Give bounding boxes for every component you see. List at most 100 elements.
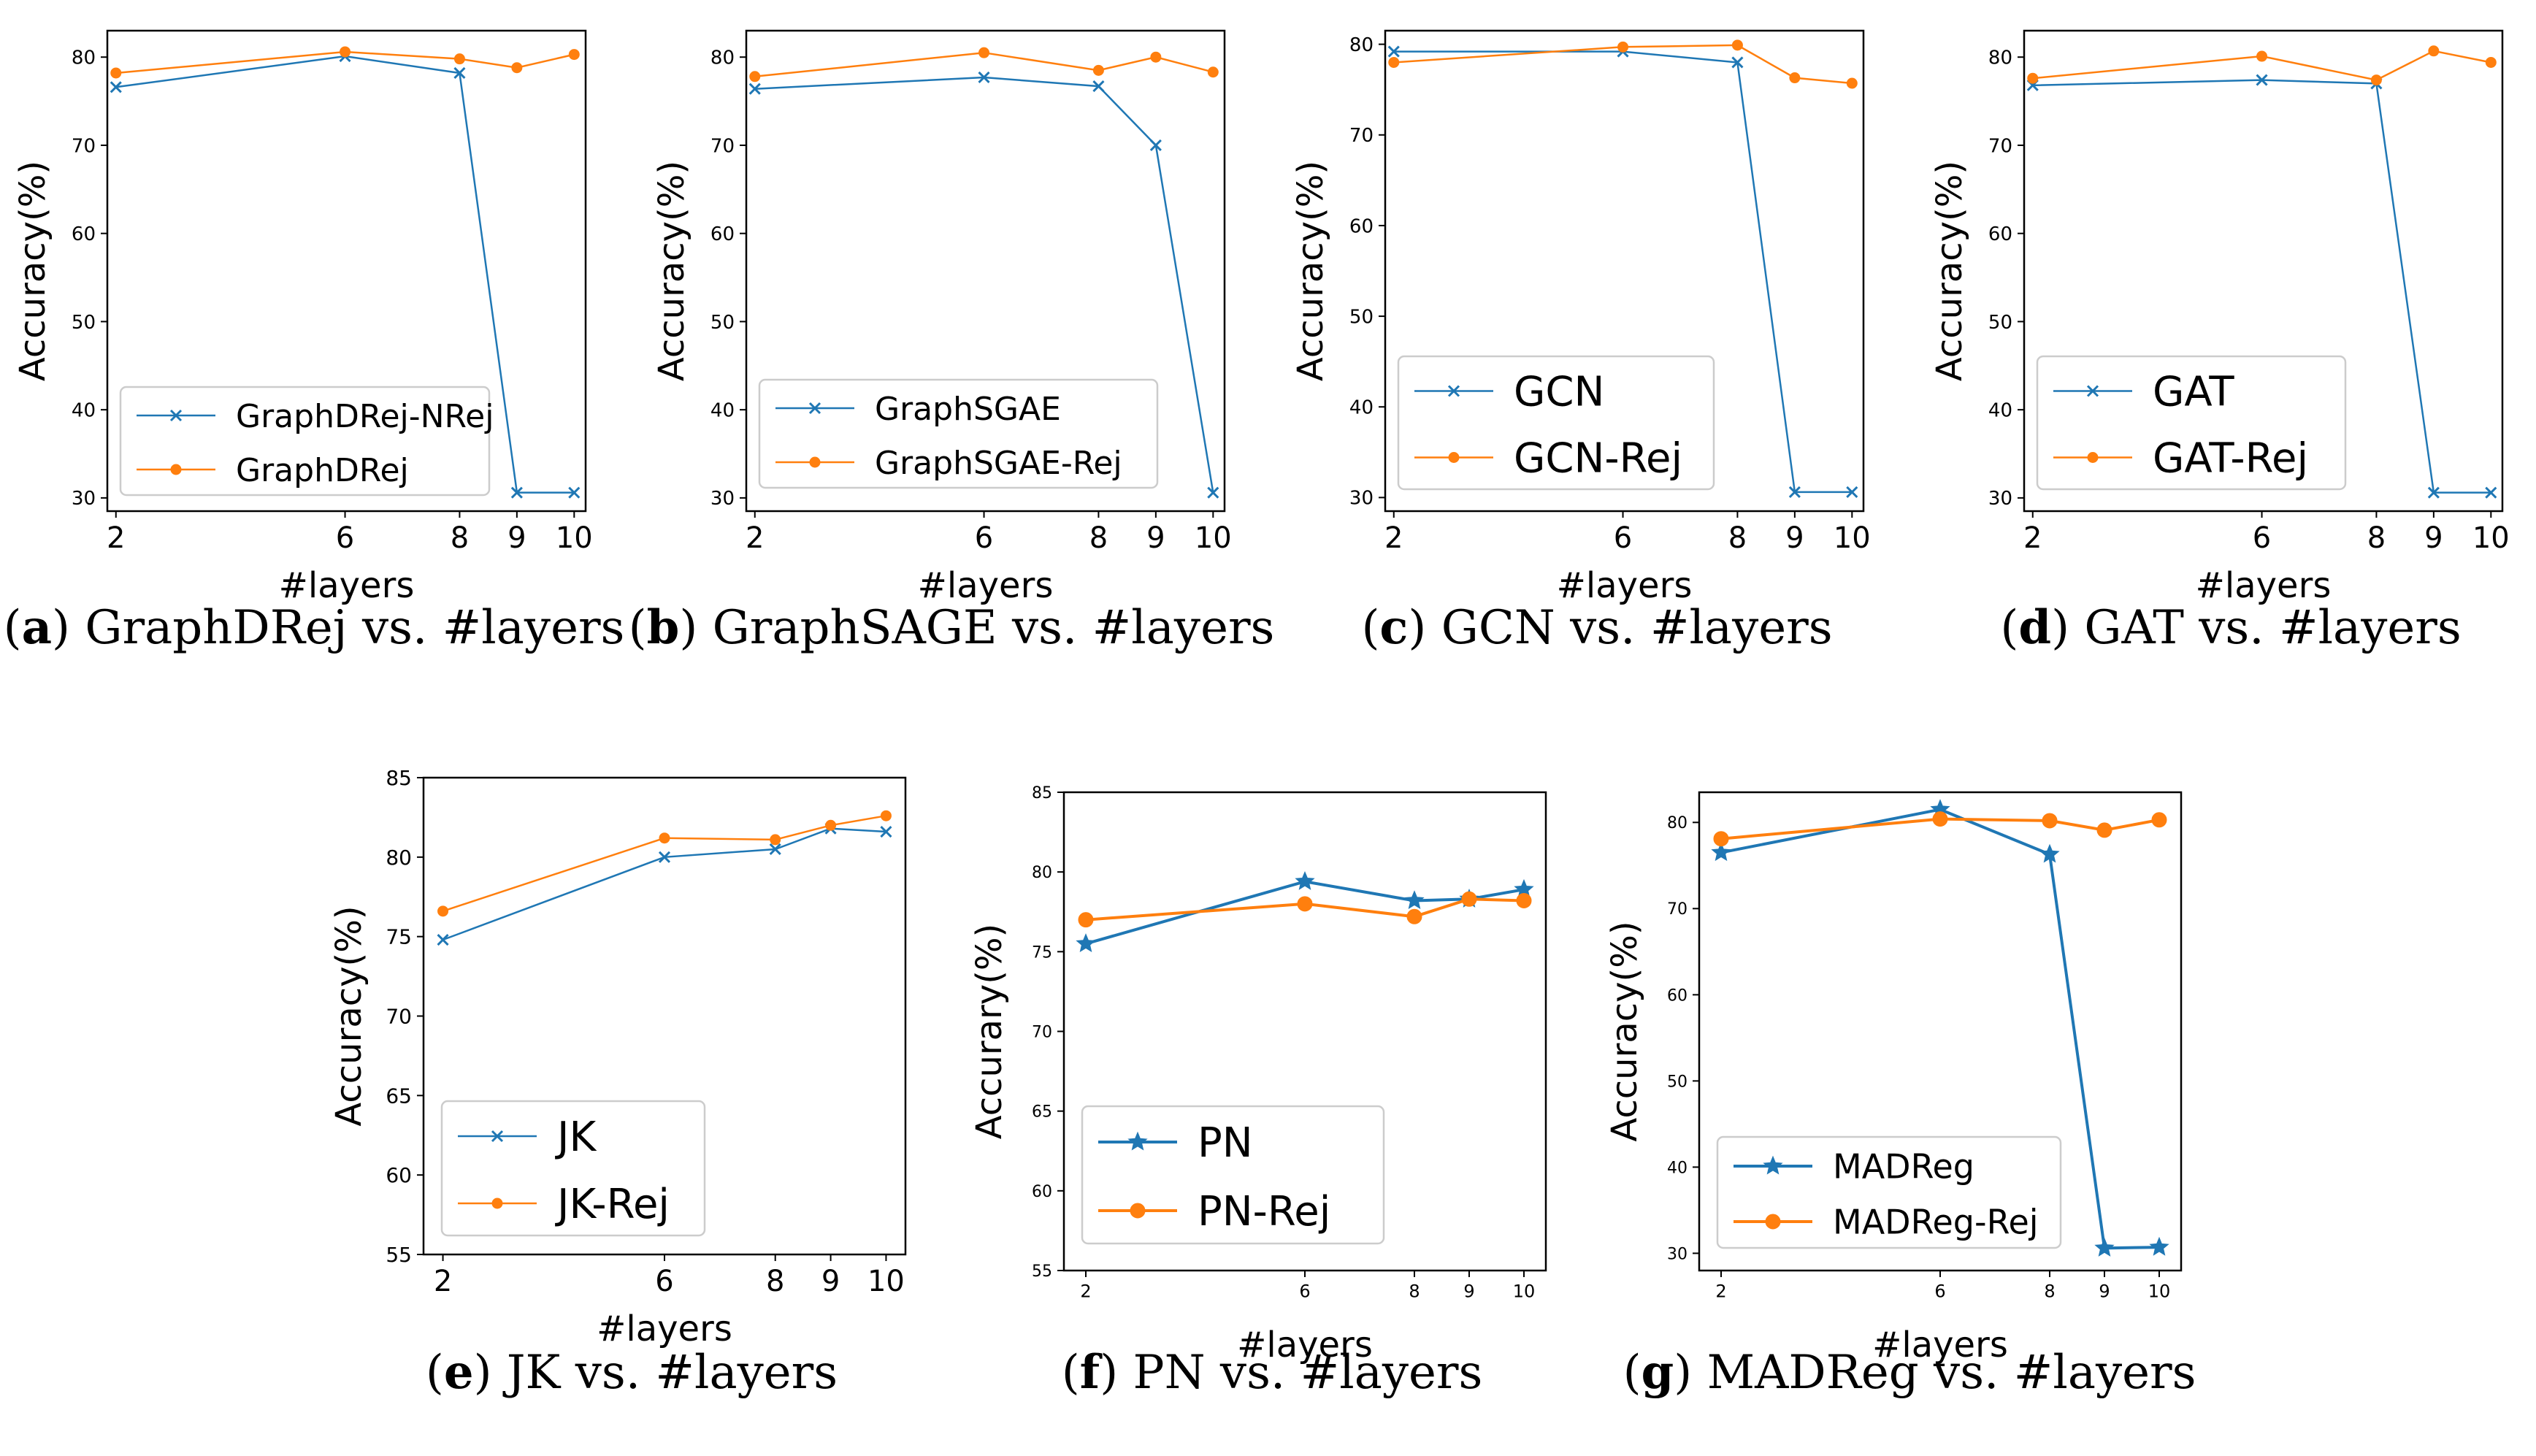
series-GraphDRej [110,46,580,79]
y-tick-label: 80 [386,846,412,870]
chart-e: 55 60 65 70 75 80 85 2 6 8 9 10 #layers Accuracy(%) JK… [329,766,907,1349]
y-tick-label: 70 [1988,135,2012,157]
data-point [1207,66,1219,78]
x-axis-label: #layers [918,565,1054,606]
y-axis-label: Accuracy(%) [12,161,53,381]
y-tick-label: 60 [1349,215,1374,237]
data-point [880,810,892,821]
data-point [1713,831,1729,847]
x-tick-label: 10 [1513,1281,1536,1301]
data-point [110,81,122,93]
y-axis-label: Accuracy(%) [651,161,692,381]
x-tick-label: 9 [1463,1281,1474,1301]
legend-label: GraphDRej [236,452,409,489]
data-point [453,53,465,65]
caption-paren: ) [1100,1346,1133,1400]
legend: GraphDRej-NRej GraphDRej [119,386,494,497]
y-tick-label: 70 [386,1005,412,1029]
x-tick-label: 6 [336,521,354,555]
x-tick-label: 2 [1384,521,1403,555]
x-tick-label: 10 [867,1265,905,1298]
legend-swatch-marker [809,456,821,468]
legend-label: GraphSGAE [875,391,1061,428]
legend-label: GAT-Rej [2153,435,2308,483]
series-line [443,827,886,941]
y-tick-label: 30 [1349,488,1374,510]
legend-swatch-marker [1447,385,1460,397]
data-point [1711,842,1731,862]
x-tick-label: 6 [1299,1281,1310,1301]
data-point [978,71,990,84]
x-axis-label: #layers [2196,565,2332,606]
legend-swatch-marker [808,402,821,415]
y-tick-label: 50 [1349,306,1374,328]
y-tick-label: 65 [386,1084,412,1108]
legend-swatch-marker [170,464,182,475]
plot-frame [2023,29,2504,513]
caption-paren: ) [2051,601,2085,655]
legend-swatch-marker [1765,1214,1781,1230]
data-point [1406,908,1422,924]
y-tick-label: 70 [1349,125,1374,147]
caption-paren: ( [2000,601,2019,655]
legend: JK JK-Rej [440,1100,706,1237]
data-point [2096,822,2112,838]
data-point [825,819,837,831]
x-tick-label: 8 [2367,521,2386,555]
legend-label: GCN [1514,369,1604,416]
y-tick-label: 75 [386,925,412,949]
legend-box [440,1100,706,1237]
data-point [1388,56,1400,68]
x-tick-label: 8 [451,521,469,555]
legend-label: GCN-Rej [1514,435,1682,483]
data-point [568,486,581,499]
legend-box [758,378,1159,489]
y-tick-label: 40 [1349,397,1374,419]
caption-letter: e [443,1345,474,1400]
data-point [1207,486,1219,499]
x-tick-label: 2 [107,521,125,555]
chart-b: 30 40 50 60 70 80 2 6 8 9 10 #layers Accuracy(%) Grap… [651,29,1232,606]
legend-label: MADReg-Rej [1833,1203,2039,1242]
subfigure-caption: (f) PN vs. #layers [1062,1345,1483,1400]
y-tick-label: 40 [1667,1159,1688,1177]
x-tick-label: 8 [766,1265,784,1298]
data-point [437,933,449,946]
x-tick-label: 9 [2424,521,2443,555]
data-point [1149,139,1162,152]
legend: GAT GAT-Rej [2036,355,2347,491]
y-tick-label: 75 [1032,943,1052,962]
data-point [1846,486,1858,498]
y-tick-label: 60 [1667,986,1688,1005]
data-point [510,486,523,499]
caption-letter: b [646,600,680,655]
legend-label: PN-Rej [1198,1188,1330,1235]
legend-label: GAT [2153,369,2234,416]
legend-box [1397,355,1715,491]
legend-swatch-marker [1130,1203,1146,1219]
series-PN-Rej [1078,891,1532,928]
x-tick-label: 10 [1834,521,1871,555]
y-tick-label: 40 [1988,400,2012,422]
plot-frame [106,29,587,513]
caption-paren: ( [1623,1346,1641,1400]
caption-letter: c [1379,600,1409,655]
y-tick-label: 50 [1667,1073,1688,1091]
data-point [2151,812,2167,828]
chart-g: 30 40 50 60 70 80 2 6 8 9 10 #layers Accuracy(%) MADR… [1604,791,2183,1365]
data-point [2094,1237,2115,1257]
data-point [978,47,990,58]
legend-label: MADReg [1833,1147,1974,1187]
y-tick-label: 55 [386,1243,412,1267]
caption-text: JK vs. #layers [506,1346,838,1400]
x-tick-label: 10 [1195,521,1232,555]
data-point [2256,74,2268,86]
chart-f: 55 60 65 70 75 80 85 2 6 8 9 10 #layers Accurary(%) PN… [969,784,1547,1365]
legend-label: GraphSGAE-Rej [875,445,1122,482]
data-point [340,46,351,58]
data-point [748,83,761,95]
data-point [1078,912,1094,928]
legend: PN PN-Rej [1081,1105,1385,1245]
